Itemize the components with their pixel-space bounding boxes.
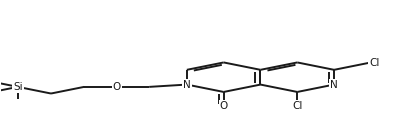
Text: N: N	[330, 80, 338, 90]
Text: Cl: Cl	[292, 101, 303, 111]
Text: Cl: Cl	[369, 58, 380, 68]
Text: O: O	[220, 100, 228, 111]
Text: Si: Si	[13, 82, 23, 92]
Text: N: N	[183, 80, 191, 90]
Text: O: O	[113, 82, 121, 92]
